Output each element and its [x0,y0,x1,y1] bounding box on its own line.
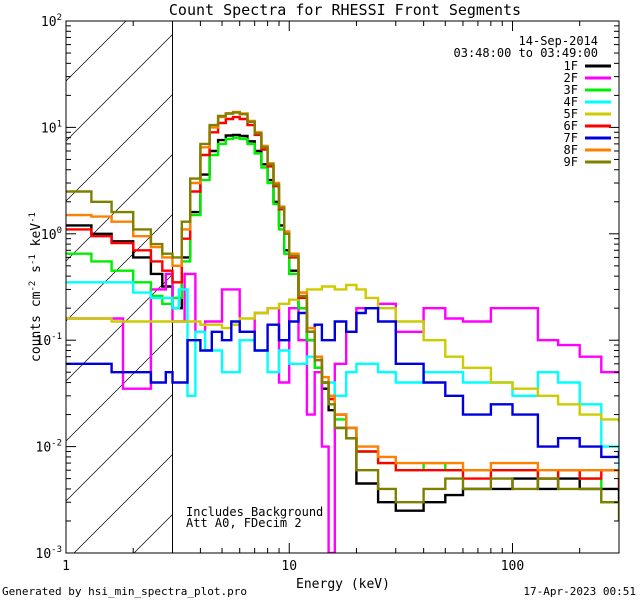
x-tick-label: 1 [62,559,70,574]
series-5F [66,283,619,423]
plot-frame [65,20,620,554]
y-axis-label-main: counts cm [29,291,44,362]
y-axis-label-kev: keV [29,223,44,254]
series-8F [66,110,619,479]
x-axis: 1 10 100 [62,21,620,574]
legend-label: 3F [564,83,578,97]
hatch-line [66,33,173,142]
footer-timestamp: 17-Apr-2023 00:51 [523,585,636,598]
legend-label: 7F [564,131,578,145]
y-tick-label: 102 [41,13,62,30]
chart-title: Count Spectra for RHESSI Front Segments [169,1,521,19]
y-tick-label: 10-2 [36,439,63,456]
legend-label: 6F [564,119,578,133]
observation-time-range: 03:48:00 to 03:49:00 [454,46,599,60]
legend-label: 5F [564,107,578,121]
y-tick-label: 101 [41,119,62,136]
y-tick-label: 10-1 [36,332,63,349]
hatch-line [66,273,173,382]
y-axis-label-seconds: s [29,265,44,281]
x-tick-label: 10 [281,559,297,574]
legend-label: 8F [564,143,578,157]
hatch-line [66,393,173,502]
y-tick-label: 10-3 [36,545,63,562]
legend-label: 4F [564,95,578,109]
hatch-line [66,93,173,202]
hatch-line [73,453,173,553]
x-axis-label: Energy (keV) [296,577,390,592]
legend-label: 1F [564,59,578,73]
x-tick-label: 100 [501,559,524,574]
y-axis: 10-3 10-2 10-1 100 101 102 [36,13,619,562]
series-4F [66,281,619,489]
note-attenuator: Att A0, FDecim 2 [186,516,302,530]
y-axis-label-exp1: -2 [28,281,38,292]
series-layer [66,110,619,553]
y-tick-label: 100 [41,226,62,243]
hatch-line [66,213,173,322]
observation-date: 14-Sep-2014 [519,34,598,48]
hatched-region [66,21,173,553]
y-axis-label-exp3: -1 [28,212,38,223]
note-background: Includes Background [186,505,323,519]
series-9F [66,111,619,521]
footer-generator: Generated by hsi_min_spectra_plot.pro [2,585,247,598]
y-axis-label-exp2: -1 [28,254,38,265]
y-axis-label: counts cm-2 s-1 keV-1 [28,212,44,362]
legend-label: 9F [564,155,578,169]
legend-label: 2F [564,71,578,85]
